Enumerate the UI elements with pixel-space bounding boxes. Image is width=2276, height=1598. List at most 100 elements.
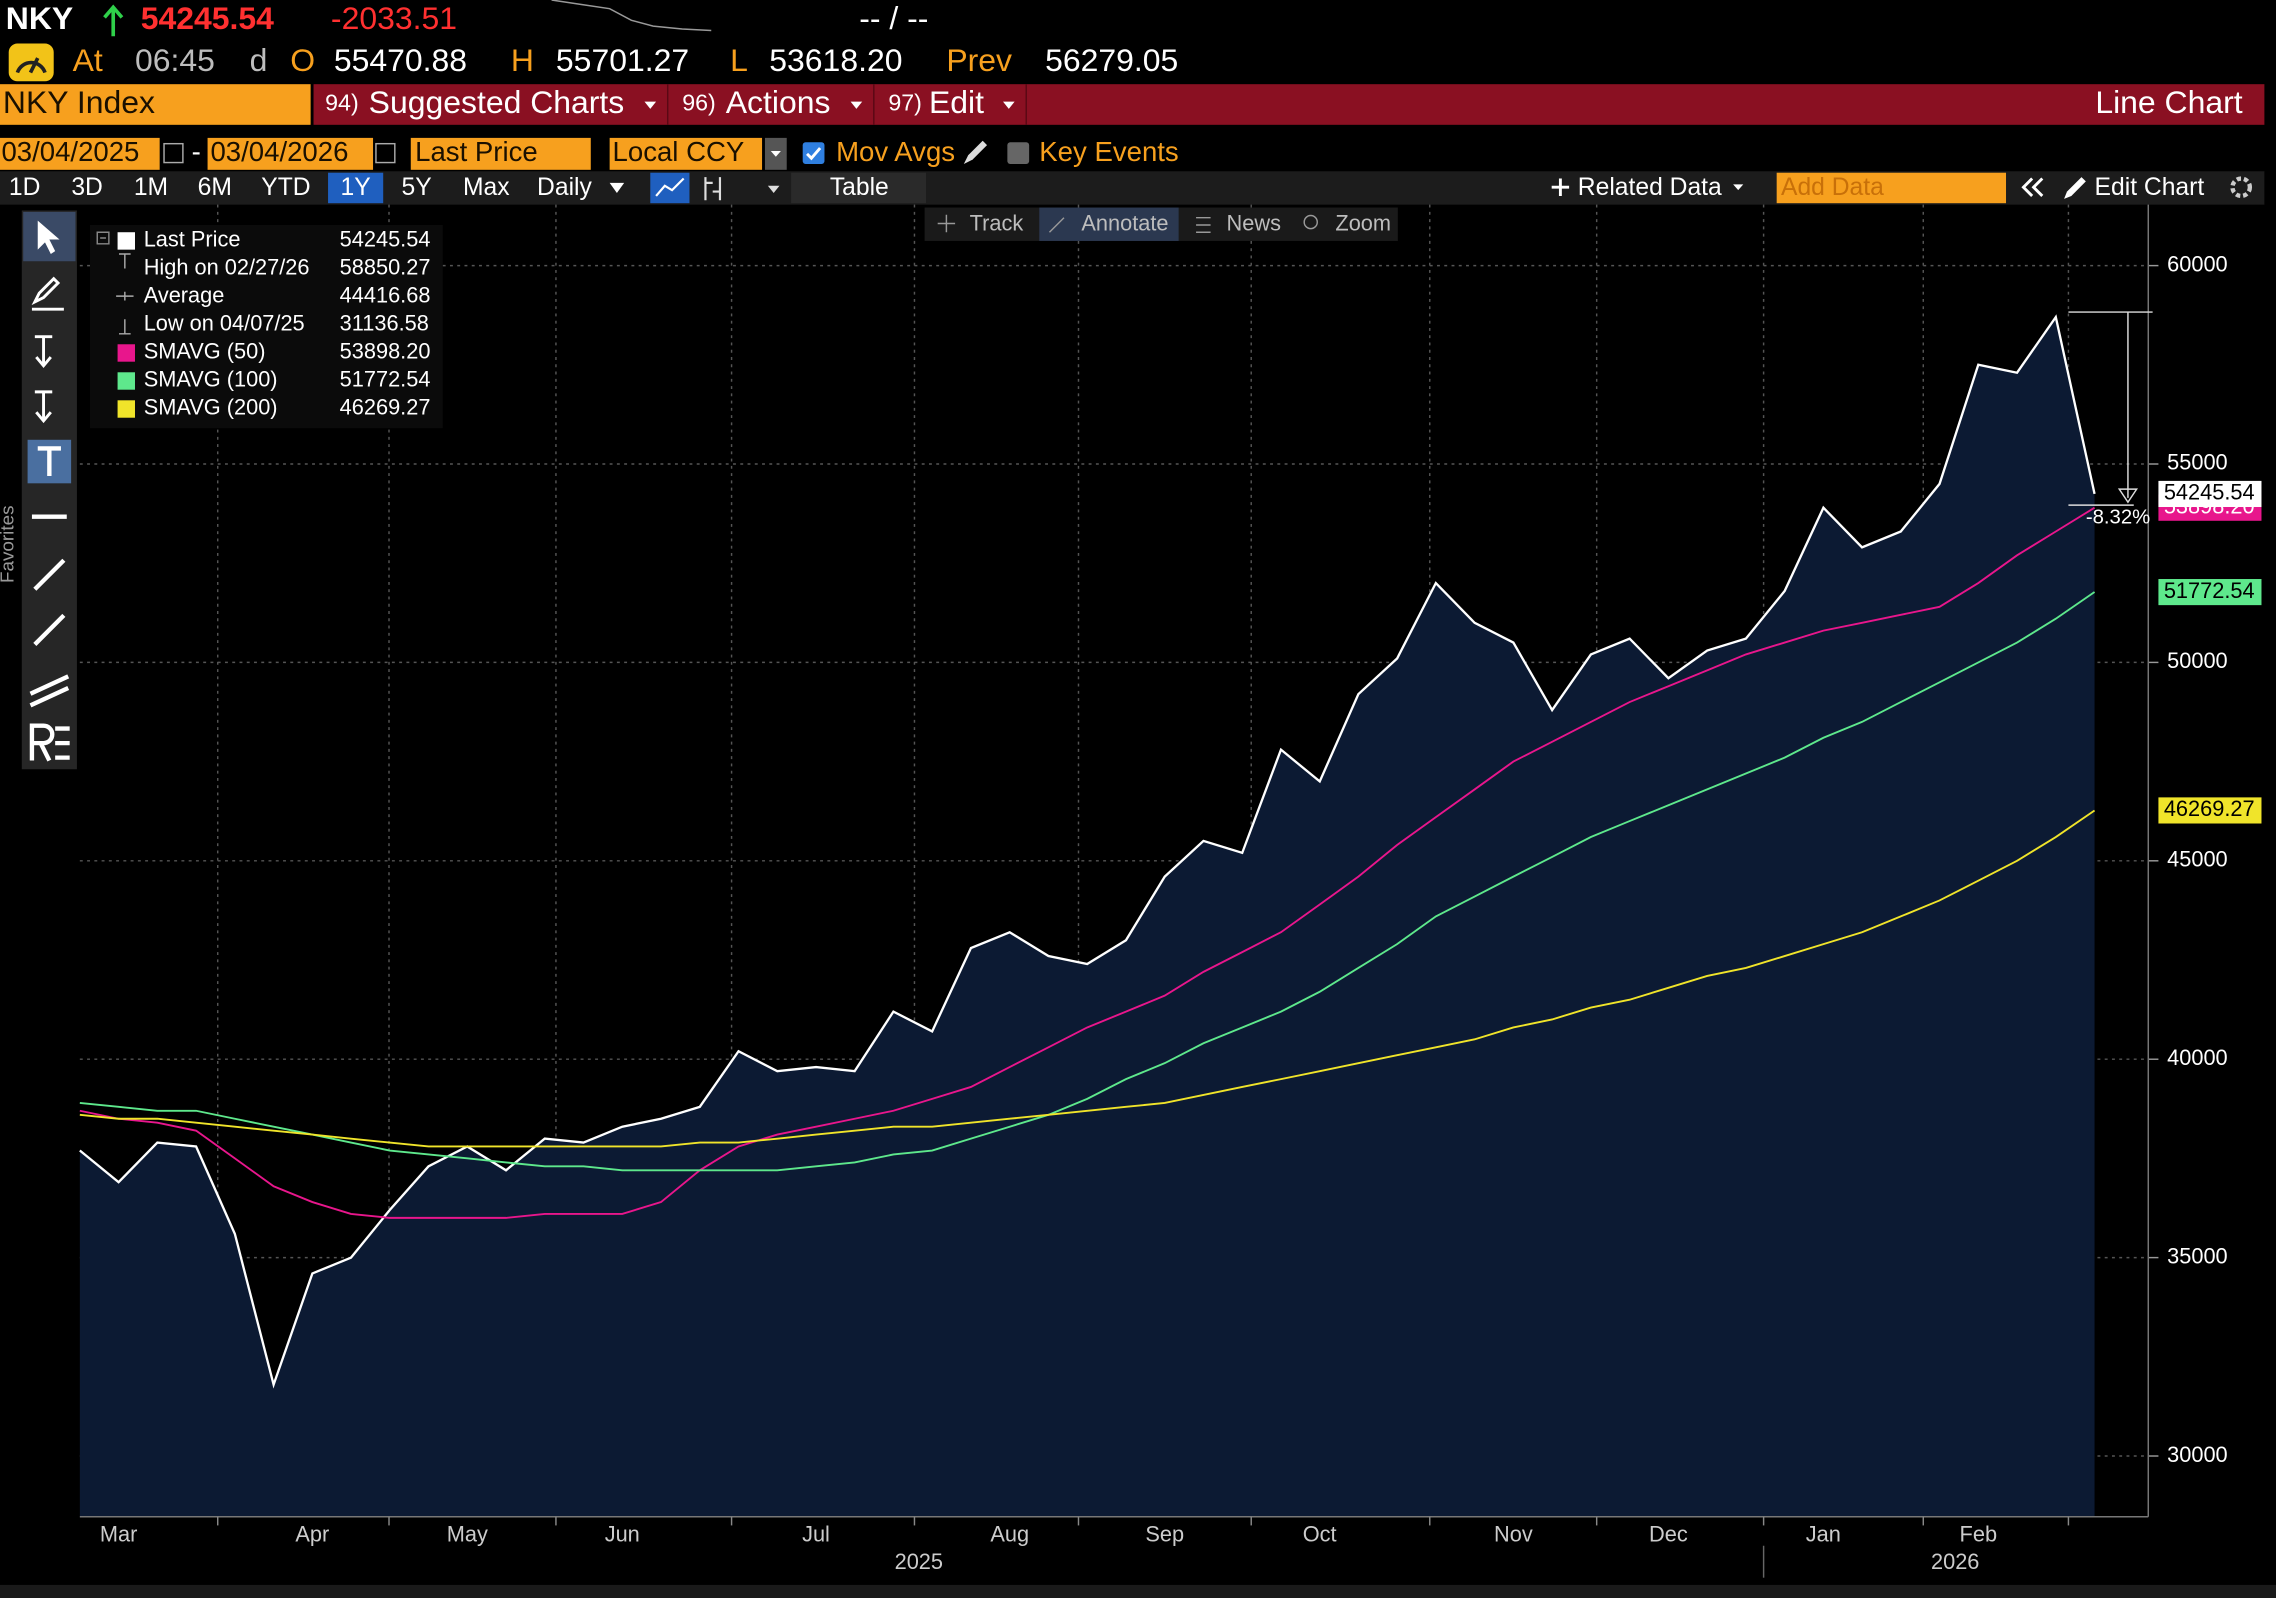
menu-item[interactable]: Edit [929, 84, 984, 120]
annotate-icon [1048, 217, 1065, 233]
palette-tool[interactable] [34, 335, 53, 369]
currency-box[interactable] [609, 137, 763, 170]
x-tick-label: Oct [1303, 1521, 1337, 1546]
edit-chart[interactable]: Edit Chart [2095, 174, 2205, 201]
x-tick-label: Nov [1494, 1521, 1533, 1546]
bar-icon[interactable] [704, 177, 722, 201]
zoom-icon [1303, 214, 1318, 230]
gauge-glyph [15, 57, 47, 74]
security: NKY Index [3, 84, 155, 120]
palette-tool[interactable] [34, 390, 53, 424]
x-tick-label: May [447, 1521, 488, 1546]
y-tick-label: 35000 [2167, 1243, 2228, 1268]
checkbox-checked[interactable] [802, 142, 825, 165]
start-date: 03/04/2025 [1, 136, 139, 167]
dropdown-caret [609, 182, 625, 194]
up-arrow [103, 4, 124, 37]
period-button[interactable]: Max [463, 174, 510, 201]
legend-label: Average [144, 283, 225, 308]
date-box[interactable] [0, 137, 160, 170]
x-axis: Mar Apr May Jun Jul Aug Sep Oct Nov Dec Jan Feb 2025… [100, 1516, 2070, 1574]
y-tick-label: 55000 [2167, 450, 2228, 475]
track-icon [937, 214, 956, 233]
frequency[interactable]: Daily [537, 174, 592, 201]
tool[interactable]: Track [970, 211, 1024, 236]
chart-type: Line Chart [2095, 84, 2242, 120]
mov-avgs: Mov Avgs [836, 136, 955, 167]
security-box[interactable] [0, 84, 311, 125]
period-button[interactable]: 1M [134, 174, 168, 201]
period-button[interactable]: YTD [261, 174, 310, 201]
dropdown-caret [850, 101, 863, 109]
menu-item[interactable]: Actions [726, 84, 831, 120]
check-glyph [806, 147, 822, 161]
x-tick-label: Sep [1145, 1521, 1184, 1546]
legend-value: 58850.27 [340, 255, 431, 280]
palette-tool[interactable] [31, 276, 64, 311]
high: 55701.27 [556, 42, 689, 78]
tool[interactable]: Zoom [1335, 211, 1391, 236]
x-tick-label: Apr [295, 1521, 329, 1546]
legend-collapse[interactable] [96, 231, 110, 245]
period-button[interactable]: 3D [71, 174, 103, 201]
collapse-icon[interactable] [2021, 177, 2044, 197]
period-button[interactable]: 6M [198, 174, 232, 201]
legend: Last Price 54245.54 High on 02/27/26 58850.… [89, 224, 443, 429]
calendar-icon[interactable] [163, 142, 184, 164]
period-button[interactable]: 1Y [341, 174, 371, 201]
menu-key: 96) [682, 90, 716, 116]
series-line [79, 314, 2096, 1389]
pencil-icon[interactable] [963, 140, 988, 165]
period-buttons: 1D 3D 1M 6M YTD 1Y 5Y Max [9, 172, 510, 204]
palette-tool[interactable] [33, 613, 66, 646]
last-value-label: 46269.27 [2164, 796, 2255, 821]
news-icon [1196, 216, 1211, 233]
high-label: H [511, 42, 534, 78]
tool[interactable]: Annotate [1081, 211, 1168, 236]
text-glyph [37, 446, 61, 477]
x-group-label: 2026 [1931, 1549, 1979, 1574]
legend-symbol [116, 291, 134, 301]
legend-label: Low on 04/07/25 [144, 311, 305, 336]
calendar-icon[interactable] [375, 142, 396, 164]
palette-tool[interactable] [29, 674, 70, 708]
active-tool [1039, 207, 1179, 241]
x-group-label: 2025 [895, 1549, 943, 1574]
x-tick-label: Feb [1960, 1521, 1998, 1546]
palette-tool[interactable] [29, 723, 70, 762]
low-label: L [730, 42, 748, 78]
legend-swatch [117, 232, 135, 250]
menu-item[interactable]: Suggested Charts [369, 84, 625, 120]
date-box[interactable] [207, 137, 374, 170]
settings-icon[interactable] [2230, 176, 2253, 199]
legend-box [89, 224, 443, 429]
bid-ask: -- / -- [859, 0, 928, 36]
palette-tool[interactable] [33, 558, 66, 591]
legend-swatch [117, 400, 135, 418]
legend-swatch [117, 372, 135, 390]
dropdown-caret [767, 185, 780, 194]
field: Last Price [415, 136, 538, 167]
field-box[interactable] [410, 137, 591, 170]
d-label: d [250, 42, 268, 78]
sparkline [551, 0, 712, 32]
add-data-box[interactable] [1776, 172, 2007, 204]
y-tick-label: 40000 [2167, 1045, 2228, 1070]
period-button[interactable]: 1D [9, 174, 41, 201]
dropdown-caret [1003, 101, 1015, 109]
menu-key: 94) [325, 90, 359, 116]
last-price: 54245.54 [141, 0, 274, 36]
open: 55470.88 [334, 42, 467, 78]
table: Table [830, 174, 889, 201]
legend-symbol [119, 253, 131, 269]
table-button[interactable] [791, 172, 927, 204]
period-button[interactable]: 5Y [402, 174, 432, 201]
tool[interactable]: News [1227, 211, 1282, 236]
legend-label: SMAVG (50) [144, 339, 266, 364]
favorites-tab[interactable]: Favorites [0, 505, 18, 583]
legend-swatch [117, 344, 135, 362]
ticker: NKY [6, 0, 73, 36]
related-data[interactable]: Related Data [1578, 174, 1722, 201]
checkbox[interactable] [1007, 142, 1030, 165]
